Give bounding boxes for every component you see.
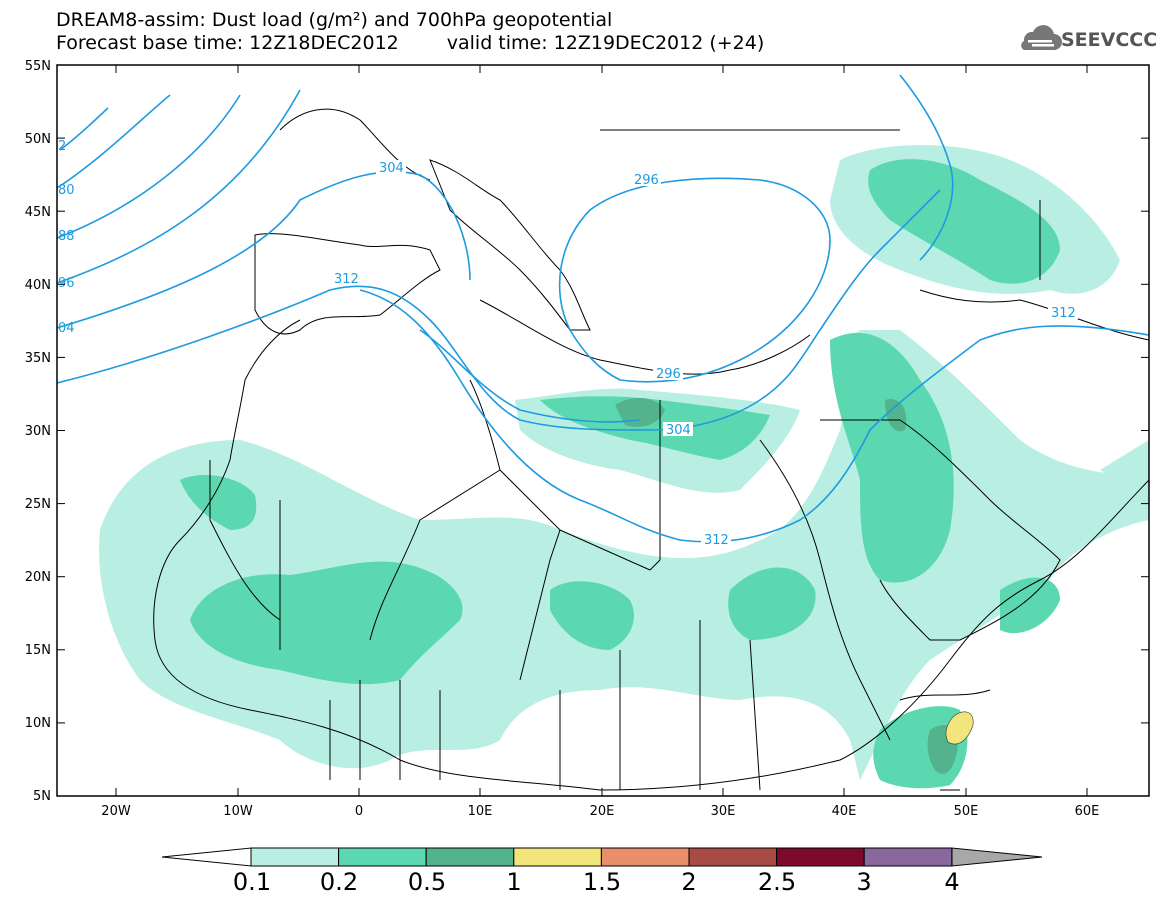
colorbar-label: 2.5 xyxy=(757,868,797,896)
colorbar-label: 2 xyxy=(681,868,697,896)
colorbar-cell xyxy=(338,847,427,867)
lon-axis: 20W 10W 0 10E 20E 30E 40E 50E 60E xyxy=(101,804,1099,819)
colorbar-cell xyxy=(513,847,602,867)
lon-label: 40E xyxy=(832,804,857,819)
logo-text: SEEVCCC xyxy=(1061,29,1158,51)
lat-label: 40N xyxy=(25,278,51,293)
lon-label: 10W xyxy=(223,804,253,819)
colorbar-label: 1.5 xyxy=(582,868,622,896)
colorbar xyxy=(161,847,1043,867)
contour-label: 304 xyxy=(666,423,691,438)
colorbar-label: 0.2 xyxy=(319,868,359,896)
colorbar-high-arrow xyxy=(951,847,1043,867)
colorbar-cell xyxy=(863,847,953,867)
contour-label: 2 xyxy=(58,139,66,154)
axis-ticks xyxy=(57,64,1149,797)
contour-label: 88 xyxy=(58,229,75,244)
valid-time-label: valid time: 12Z19DEC2012 (+24) xyxy=(446,32,765,54)
colorbar-cell xyxy=(776,847,865,867)
dust-level-2 xyxy=(180,159,1060,789)
contour-label: 04 xyxy=(58,321,75,336)
colorbar-cells xyxy=(250,847,953,867)
colorbar-label: 0.5 xyxy=(407,868,447,896)
lat-label: 10N xyxy=(25,716,51,731)
lat-label: 50N xyxy=(25,132,51,147)
lat-label: 25N xyxy=(25,497,51,512)
contour-label: 296 xyxy=(634,173,659,188)
lat-label: 35N xyxy=(25,351,51,366)
lat-label: 55N xyxy=(25,59,51,74)
lon-label: 50E xyxy=(954,804,979,819)
contour-label: 96 xyxy=(58,276,75,291)
contour-label: 296 xyxy=(656,367,681,382)
lat-label: 15N xyxy=(25,643,51,658)
map-subtitle: Forecast base time: 12Z18DEC2012 valid ti… xyxy=(56,33,764,53)
dust-level-4 xyxy=(945,711,974,745)
geopotential-contours xyxy=(57,74,1149,543)
lon-label: 10E xyxy=(468,804,493,819)
colorbar-label: 1 xyxy=(506,868,522,896)
colorbar-cell xyxy=(688,847,778,867)
base-time-label: Forecast base time: 12Z18DEC2012 xyxy=(56,32,399,54)
lon-label: 20E xyxy=(590,804,615,819)
contour-label: 312 xyxy=(334,272,359,287)
colorbar-label: 4 xyxy=(944,868,960,896)
colorbar-cell xyxy=(250,847,340,867)
colorbar-cell xyxy=(600,847,690,867)
lat-axis: 55N 50N 45N 40N 35N 30N 25N 20N 15N 10N … xyxy=(25,59,51,804)
lat-label: 20N xyxy=(25,570,51,585)
contour-label: 312 xyxy=(1051,306,1076,321)
cloud-icon xyxy=(1021,25,1062,50)
lat-label: 30N xyxy=(25,424,51,439)
contour-label-group: 304 296 312 296 304 312 312 2 80 88 96 0… xyxy=(58,139,1078,548)
lat-label: 45N xyxy=(25,205,51,220)
colorbar-cell xyxy=(425,847,515,867)
contour-label: 80 xyxy=(58,183,75,198)
lat-label: 5N xyxy=(33,789,51,804)
lon-label: 0 xyxy=(355,804,363,819)
dust-shading xyxy=(99,145,1149,789)
contour-label: 312 xyxy=(704,533,729,548)
lon-label: 20W xyxy=(101,804,131,819)
lon-label: 30E xyxy=(711,804,736,819)
lon-label: 60E xyxy=(1075,804,1100,819)
colorbar-label: 0.1 xyxy=(232,868,272,896)
colorbar-low-arrow xyxy=(161,847,252,867)
contour-label: 304 xyxy=(379,161,404,176)
colorbar-label: 3 xyxy=(856,868,872,896)
map-title: DREAM8-assim: Dust load (g/m²) and 700hP… xyxy=(56,9,613,31)
